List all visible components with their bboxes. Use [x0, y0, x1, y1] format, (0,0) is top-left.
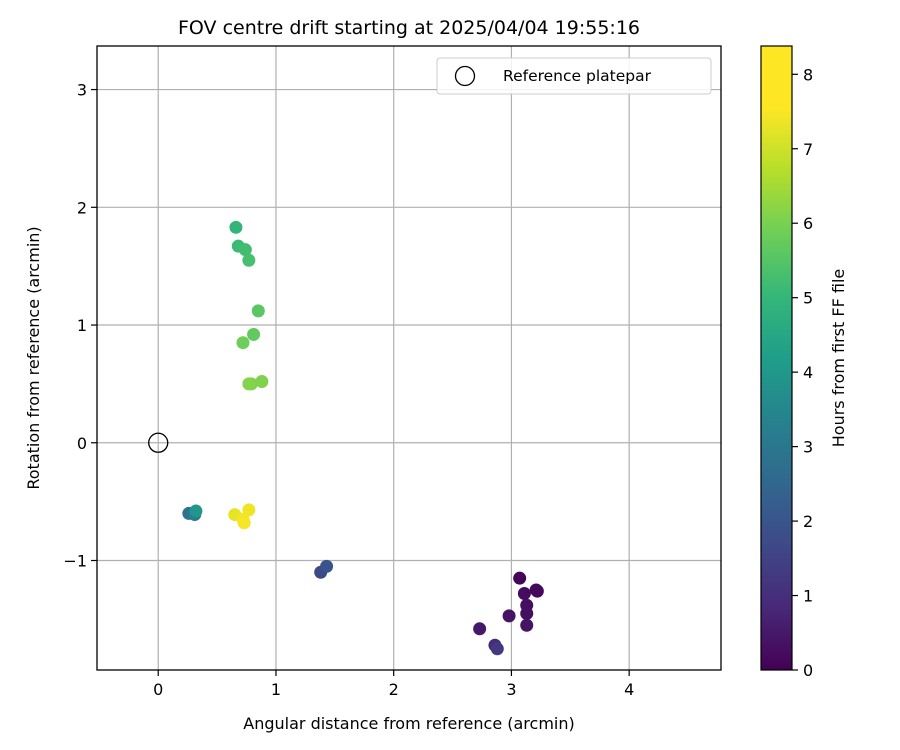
chart-title: FOV centre drift starting at 2025/04/04 …	[178, 17, 640, 39]
y-tick-label: 3	[77, 81, 87, 100]
legend-reference-marker	[454, 65, 476, 87]
colorbar-tick-label: 0	[803, 661, 813, 680]
colorbar: 0 1 2 3 4 5 6 7 8 Hours from first FF file	[760, 45, 848, 680]
legend-box	[436, 57, 712, 95]
grid	[97, 46, 721, 670]
axis-ticks: 0 1 2 3 4 −1 0 1 2 3	[63, 81, 634, 699]
data-points	[182, 220, 544, 656]
colorbar-gradient	[760, 45, 793, 671]
colorbar-tick-label: 4	[803, 363, 813, 382]
reference-platepar-marker	[148, 432, 169, 453]
x-tick-label: 4	[624, 680, 634, 699]
data-point	[247, 327, 261, 341]
data-point	[229, 220, 243, 234]
data-point	[513, 571, 527, 585]
legend-label: Reference platepar	[503, 67, 652, 85]
colorbar-title: Hours from first FF file	[829, 269, 848, 448]
colorbar-tick-label: 7	[803, 140, 813, 159]
x-tick-label: 2	[389, 680, 399, 699]
y-tick-label: 2	[77, 198, 87, 217]
x-tick-label: 3	[506, 680, 516, 699]
data-point	[242, 503, 256, 517]
data-point	[473, 622, 487, 636]
data-point	[520, 618, 534, 632]
data-point	[189, 504, 203, 518]
y-tick-label: −1	[63, 552, 87, 571]
colorbar-tick-label: 1	[803, 587, 813, 606]
data-point	[236, 336, 250, 350]
data-point	[502, 609, 516, 623]
data-point	[520, 606, 534, 620]
data-point	[490, 642, 504, 656]
colorbar-tick-label: 8	[803, 65, 813, 84]
x-axis-title: Angular distance from reference (arcmin)	[243, 714, 574, 733]
colorbar-tick-label: 6	[803, 214, 813, 233]
y-tick-label: 1	[77, 316, 87, 335]
x-tick-label: 1	[271, 680, 281, 699]
x-tick-label: 0	[153, 680, 163, 699]
reference-layer	[148, 432, 169, 453]
data-point	[529, 583, 543, 597]
colorbar-tick-label: 2	[803, 512, 813, 531]
data-point	[242, 377, 256, 391]
data-point	[237, 516, 251, 530]
colorbar-tick-label: 3	[803, 438, 813, 457]
data-point	[242, 253, 256, 267]
data-point	[255, 375, 269, 389]
data-point	[320, 559, 334, 573]
legend: Reference platepar	[436, 57, 712, 95]
colorbar-tick-label: 5	[803, 289, 813, 308]
data-point	[517, 586, 531, 600]
y-tick-label: 0	[77, 434, 87, 453]
data-point	[238, 243, 252, 257]
data-point	[251, 304, 265, 318]
y-axis-title: Rotation from reference (arcmin)	[24, 226, 43, 489]
plot-frame	[96, 45, 722, 671]
colorbar-ticks: 0 1 2 3 4 5 6 7 8	[792, 65, 813, 680]
